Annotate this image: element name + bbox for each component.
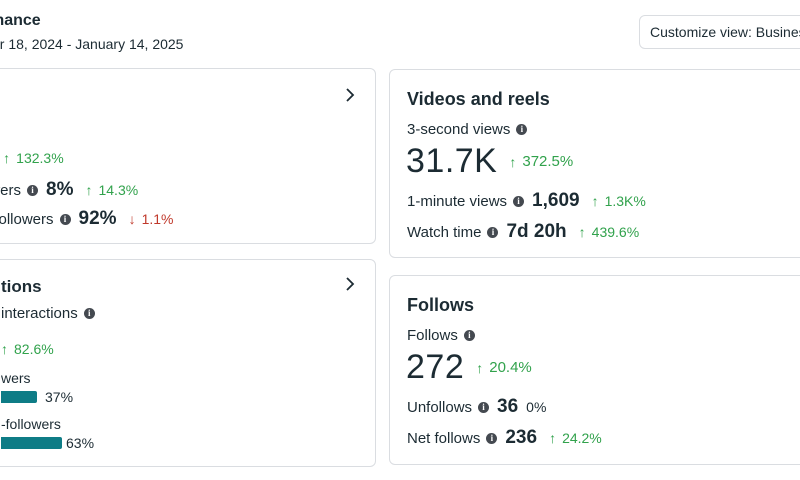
nonfollowers-bar bbox=[1, 437, 62, 449]
arrow-down-icon: ↓ bbox=[128, 211, 136, 227]
arrow-up-icon: ↑ bbox=[578, 224, 586, 240]
follows-label-row: Follows i bbox=[407, 327, 475, 344]
interactions-nonfollowers-label: -followers bbox=[1, 416, 61, 432]
info-icon[interactable]: i bbox=[486, 432, 498, 444]
watch-time-row: Watch time i 7d 20h ↑ 439.6% bbox=[407, 221, 640, 242]
three-sec-label-row: 3-second views i bbox=[407, 121, 528, 138]
interactions-followers-label: wers bbox=[1, 370, 31, 386]
customize-view-button[interactable]: Customize view: Business bbox=[639, 15, 800, 49]
interactions-card: tions interactions i ↑ 82.6% wers 37% -fo… bbox=[0, 259, 376, 467]
interactions-label-row: interactions i bbox=[1, 305, 95, 322]
info-icon[interactable]: i bbox=[83, 308, 95, 319]
followers-bar bbox=[1, 391, 37, 403]
one-min-row: 1-minute views i 1,609 ↑ 1.3K% bbox=[407, 190, 646, 211]
views-followers-row: owers i 8% ↑14.3% bbox=[0, 179, 139, 200]
views-total-row: . ↑132.3% bbox=[0, 149, 64, 166]
arrow-up-icon: ↑ bbox=[591, 193, 599, 209]
net-follows-row: Net follows i 236 ↑ 24.2% bbox=[407, 427, 602, 448]
page-title: mance bbox=[0, 12, 41, 29]
follows-title: Follows bbox=[407, 295, 474, 315]
info-icon[interactable]: i bbox=[487, 226, 499, 238]
views-card: . ↑132.3% owers i 8% ↑14.3% n-followers … bbox=[0, 68, 376, 244]
arrow-up-icon: ↑ bbox=[509, 153, 517, 170]
info-icon[interactable]: i bbox=[59, 213, 71, 225]
info-icon[interactable]: i bbox=[27, 184, 39, 196]
follows-value-row: 272 ↑ 20.4% bbox=[406, 348, 532, 386]
info-icon[interactable]: i bbox=[516, 124, 528, 135]
chevron-right-icon[interactable] bbox=[342, 87, 358, 103]
interactions-title: tions bbox=[1, 277, 42, 296]
info-icon[interactable]: i bbox=[463, 330, 475, 341]
arrow-up-icon: ↑ bbox=[1, 341, 8, 357]
interactions-total-row: ↑ 82.6% bbox=[1, 341, 54, 357]
arrow-up-icon: ↑ bbox=[85, 182, 93, 198]
unfollows-row: Unfollows i 36 0% bbox=[407, 396, 547, 417]
follows-card: Follows Follows i 272 ↑ 20.4% Unfollows i… bbox=[389, 275, 800, 465]
date-range: er 18, 2024 - January 14, 2025 bbox=[0, 36, 184, 52]
videos-reels-card: Videos and reels 3-second views i 31.7K … bbox=[389, 69, 800, 258]
chevron-right-icon[interactable] bbox=[342, 276, 358, 292]
arrow-up-icon: ↑ bbox=[3, 149, 11, 166]
info-icon[interactable]: i bbox=[513, 195, 525, 207]
three-sec-value-row: 31.7K ↑ 372.5% bbox=[406, 142, 574, 180]
views-total-change: ↑ 132.3% bbox=[3, 149, 64, 166]
arrow-up-icon: ↑ bbox=[476, 359, 484, 376]
nonfollowers-pct: 63% bbox=[66, 435, 95, 451]
videos-reels-title: Videos and reels bbox=[407, 89, 550, 109]
arrow-up-icon: ↑ bbox=[549, 430, 557, 446]
views-nonfollowers-row: n-followers i 92% ↓1.1% bbox=[0, 208, 174, 229]
info-icon[interactable]: i bbox=[478, 401, 490, 413]
followers-pct: 37% bbox=[45, 389, 74, 405]
